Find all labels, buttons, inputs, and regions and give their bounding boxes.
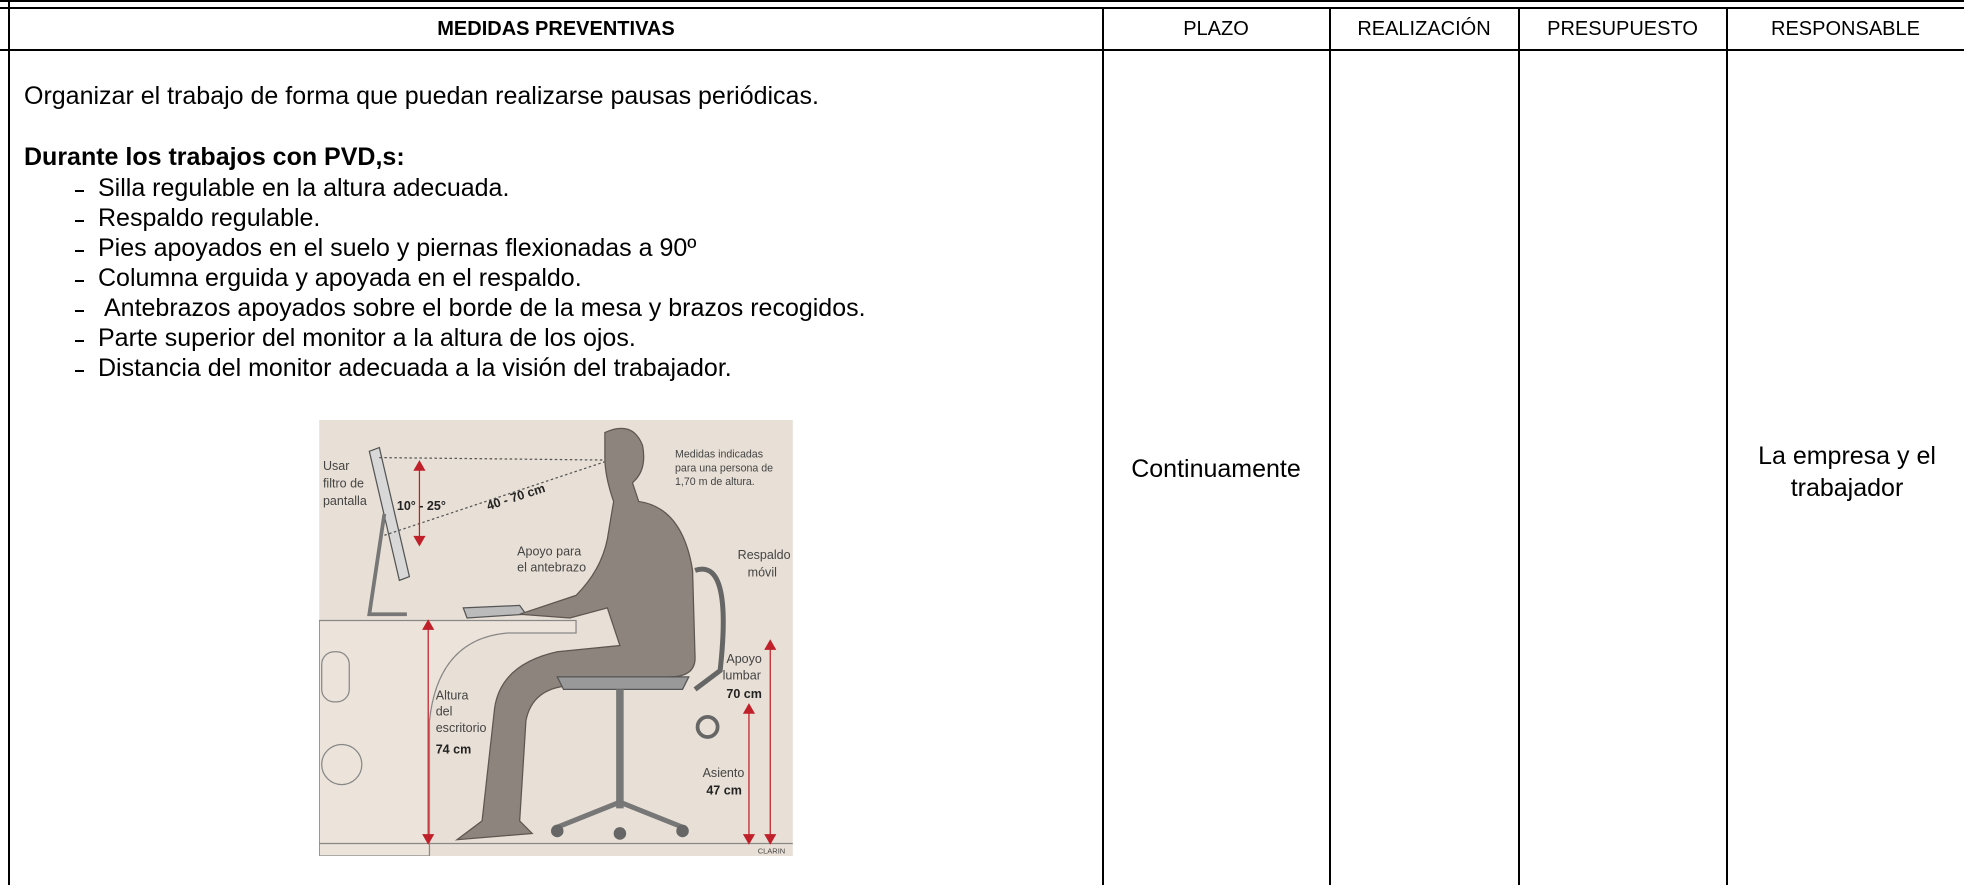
bullet	[75, 340, 84, 342]
figure-label: del	[436, 705, 453, 719]
bullet	[75, 310, 84, 312]
figure-label: Respaldo	[738, 548, 791, 562]
figure-label: para una persona de	[675, 462, 773, 474]
figure-label: 70 cm	[726, 687, 762, 701]
header-cell: PRESUPUESTO	[1547, 17, 1698, 40]
plazo: Continuamente	[1131, 455, 1301, 483]
figure-label: 1,70 m de altura.	[675, 476, 755, 488]
header-cell: RESPONSABLE	[1771, 17, 1920, 40]
item: Antebrazos apoyados sobre el borde de la…	[104, 294, 866, 322]
figure-label: Altura	[436, 688, 469, 702]
figure-label: escritorio	[436, 721, 487, 735]
bullet	[75, 220, 84, 222]
subheading: Durante los trabajos con PVD,s:	[24, 143, 405, 171]
ergonomics-figure: Usar filtro de pantalla 10° - 25° 40 - 7…	[319, 420, 793, 856]
header-cell: PLAZO	[1183, 17, 1249, 40]
figure-label: Apoyo para	[517, 544, 581, 558]
header-border	[0, 49, 1964, 51]
figure-label: móvil	[748, 566, 777, 580]
bullet	[75, 190, 84, 192]
header-cell: MEDIDAS PREVENTIVAS	[437, 17, 675, 40]
figure-label: Asiento	[703, 766, 745, 780]
figure-label: 47 cm	[706, 784, 742, 798]
col-border	[1329, 7, 1331, 885]
item: Distancia del monitor adecuada a la visi…	[98, 354, 732, 382]
col-border	[1102, 7, 1104, 885]
bullet	[75, 250, 84, 252]
figure-label: Apoyo	[726, 652, 762, 666]
responsable: La empresa y el trabajador	[1758, 442, 1936, 502]
item: Silla regulable en la altura adecuada.	[98, 174, 510, 202]
col-border	[1726, 7, 1728, 885]
header-cell: REALIZACIÓN	[1357, 17, 1491, 40]
bullet	[75, 280, 84, 282]
col-border	[1518, 7, 1520, 885]
figure-label: lumbar	[723, 668, 761, 682]
figure-label: Usar	[323, 459, 349, 473]
item: Columna erguida y apoyada en el respaldo…	[98, 264, 582, 292]
bullet	[75, 370, 84, 372]
figure-label: 10° - 25°	[397, 499, 446, 513]
item: Pies apoyados en el suelo y piernas flex…	[98, 234, 697, 262]
intro: Organizar el trabajo de forma que puedan…	[24, 82, 819, 110]
top-rule	[0, 0, 1964, 2]
table-border	[0, 7, 1964, 9]
item: Parte superior del monitor a la altura d…	[98, 324, 636, 352]
item: Respaldo regulable.	[98, 204, 321, 232]
figure-label: Medidas indicadas	[675, 449, 763, 461]
figure-label: pantalla	[323, 494, 367, 508]
figure-label: el antebrazo	[517, 561, 586, 575]
figure-label: 74 cm	[436, 742, 472, 756]
figure-label: CLARIN	[758, 846, 786, 855]
figure-label: filtro de	[323, 477, 364, 491]
col-border	[8, 0, 10, 885]
